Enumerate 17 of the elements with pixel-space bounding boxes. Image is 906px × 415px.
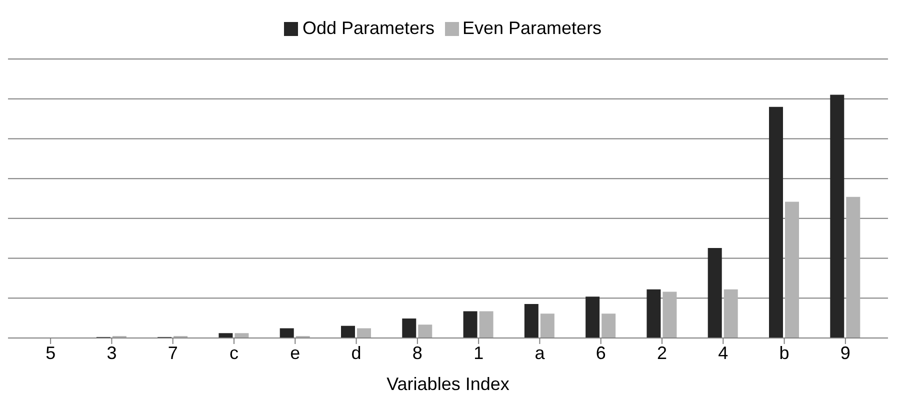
legend-label: Odd Parameters [302, 18, 434, 38]
legend-label: Even Parameters [462, 18, 602, 38]
x-tick-label: c [230, 342, 238, 363]
x-tick-label: 3 [106, 342, 117, 363]
x-tick-label: 8 [412, 342, 422, 363]
x-tick-label: 4 [718, 342, 728, 363]
x-tick-label: 6 [596, 342, 606, 363]
x-tick-label: 9 [840, 342, 850, 363]
x-tick-label: 5 [46, 342, 56, 363]
x-tick-label: 7 [168, 342, 178, 363]
x-tick-label: e [290, 342, 300, 363]
x-tick-label: a [534, 342, 546, 363]
x-tick-label: 1 [474, 342, 484, 363]
x-tick-label: b [779, 342, 790, 363]
x-axis-title: Variables Index [386, 374, 510, 394]
x-tick-label: 2 [656, 342, 668, 363]
x-tick-label: d [351, 342, 362, 363]
